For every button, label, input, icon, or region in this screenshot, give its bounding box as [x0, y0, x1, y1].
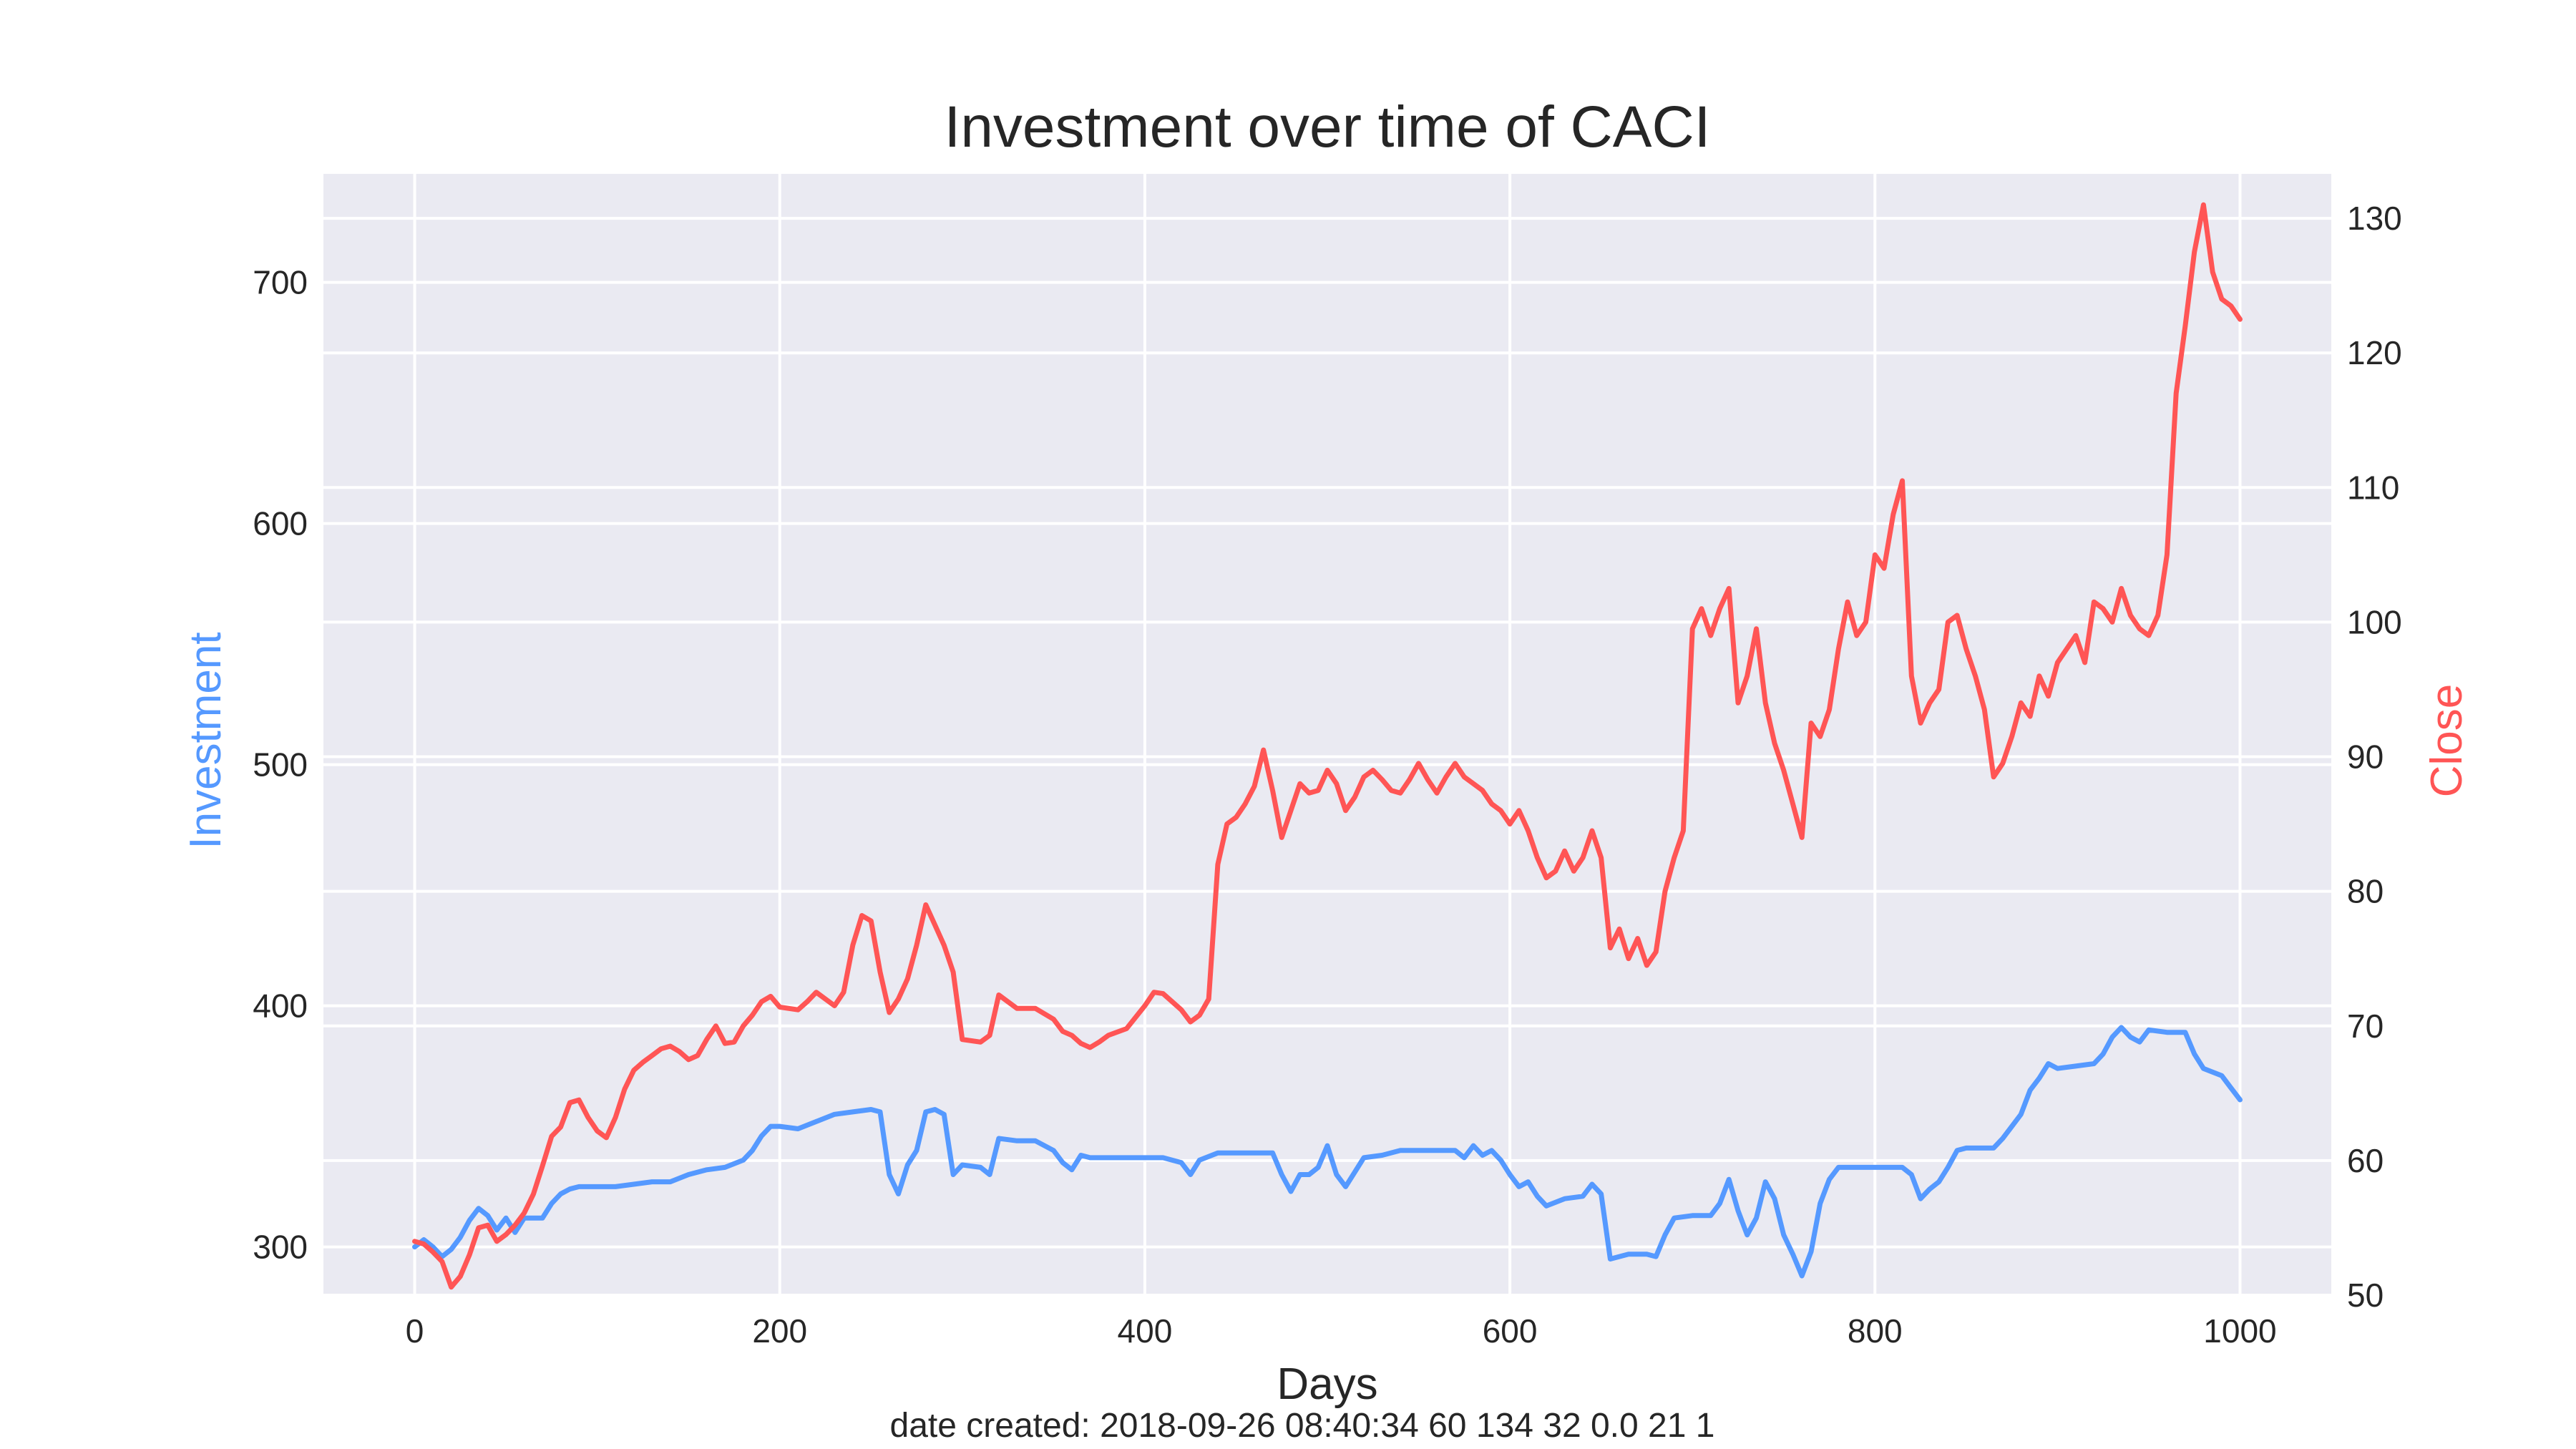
y-left-tick-label: 500 — [253, 746, 308, 784]
y-right-tick-label: 70 — [2347, 1008, 2384, 1045]
y-left-tick-label: 600 — [253, 505, 308, 542]
x-tick-label: 0 — [406, 1312, 424, 1350]
y-right-tick-label: 50 — [2347, 1277, 2384, 1314]
y-right-tick-label: 60 — [2347, 1142, 2384, 1179]
x-tick-label: 200 — [752, 1312, 807, 1350]
x-axis-label: Days — [1277, 1360, 1377, 1409]
y-right-tick-label: 110 — [2347, 469, 2399, 506]
y-axis-left-label: Investment — [181, 632, 230, 849]
footer-caption: date created: 2018-09-26 08:40:34 60 134… — [890, 1407, 1715, 1445]
y-right-tick-label: 90 — [2347, 738, 2384, 776]
y-right-tick-label: 80 — [2347, 873, 2384, 910]
series-line-close — [412, 202, 2243, 1290]
y-right-tick-label: 100 — [2347, 603, 2402, 640]
plot-area — [323, 174, 2331, 1295]
chart-title: Investment over time of CACI — [945, 94, 1711, 160]
tick-labels: 0 200 400 600 800 1000 300 400 500 600 700 50 60 70 80… — [253, 200, 2402, 1350]
grid-lines — [323, 174, 2331, 1297]
series-line-investment — [412, 1025, 2243, 1279]
x-tick-label: 1000 — [2203, 1312, 2276, 1350]
x-tick-label: 800 — [1848, 1312, 1903, 1350]
y-right-tick-label: 120 — [2347, 334, 2402, 371]
y-right-tick-label: 130 — [2347, 200, 2402, 237]
series-lines — [412, 202, 2243, 1290]
y-left-tick-label: 400 — [253, 987, 308, 1025]
x-tick-label: 600 — [1483, 1312, 1538, 1350]
x-tick-label: 400 — [1118, 1312, 1173, 1350]
y-left-tick-label: 700 — [253, 264, 308, 301]
y-left-tick-label: 300 — [253, 1229, 308, 1266]
y-axis-right-label: Close — [2422, 684, 2472, 798]
